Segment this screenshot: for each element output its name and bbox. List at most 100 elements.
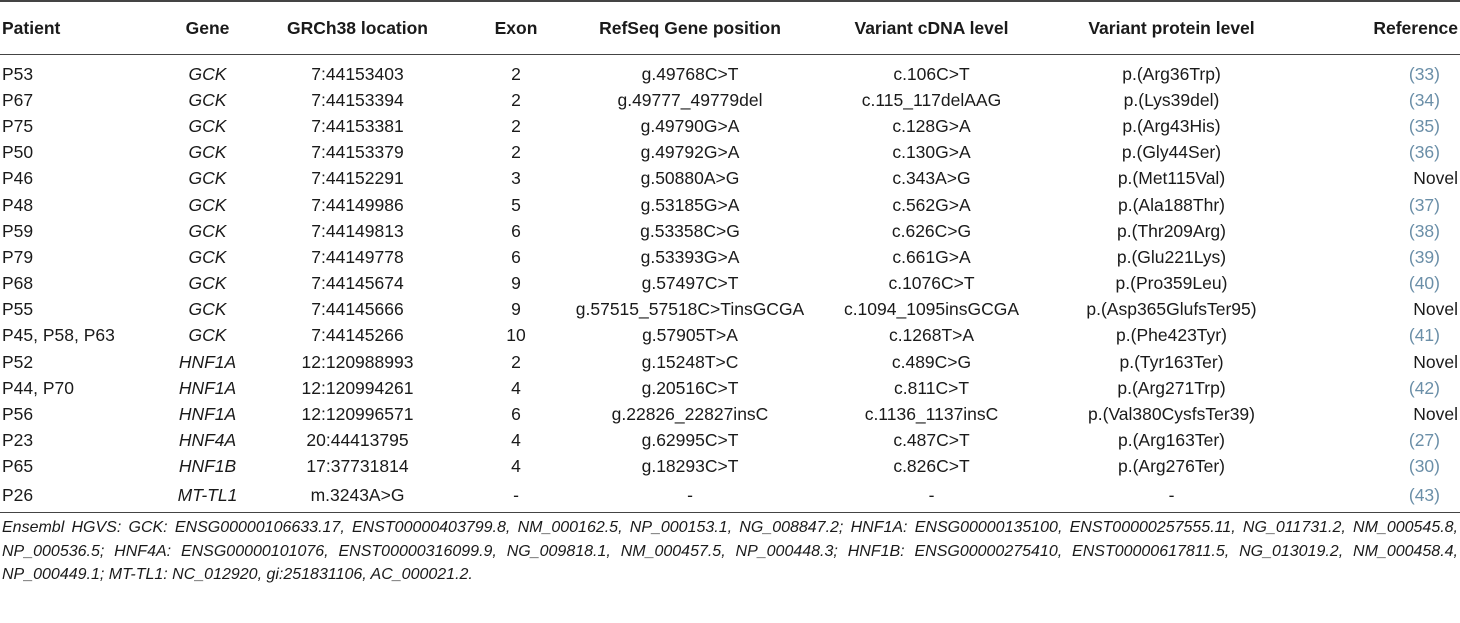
- cell-variant-protein-level: p.(Gly44Ser): [1121, 142, 1222, 163]
- table-body: P53 GCK 7:44153403 2 g.49768C>T c.106C>T p.(Ar…: [0, 55, 1460, 513]
- cell-refseq-gene-position: g.18293C>T: [641, 456, 739, 477]
- cell-variant-protein-level: p.(Thr209Arg): [1117, 220, 1226, 241]
- cell-refseq-gene-position: -: [572, 480, 808, 513]
- cell-patient: P68: [2, 273, 34, 294]
- reference-link[interactable]: (41): [1408, 325, 1440, 346]
- cell-exon: 6: [511, 404, 521, 425]
- cell-grch38-location: 7:44149778: [311, 246, 404, 267]
- cell-grch38-location: m.3243A>G: [255, 480, 460, 513]
- header-reference: Reference: [1288, 0, 1460, 55]
- cell-variant-cdna-level: c.1268T>A: [888, 325, 975, 346]
- reference-link[interactable]: (30): [1408, 456, 1440, 477]
- cell-variant-cdna-level: c.130G>A: [892, 142, 971, 163]
- table-row: P79 GCK 7:44149778 6 g.53393G>A c.661G>A p.(Gl…: [0, 244, 1460, 270]
- reference-link[interactable]: (27): [1408, 430, 1440, 451]
- cell-gene: HNF4A: [178, 430, 237, 451]
- cell-gene: GCK: [188, 299, 227, 320]
- cell-refseq-gene-position: g.20516C>T: [641, 377, 739, 398]
- cell-gene: GCK: [188, 246, 227, 267]
- reference-link[interactable]: (36): [1408, 142, 1440, 163]
- cell-patient: P59: [2, 220, 34, 241]
- cell-variant-protein-level: p.(Val380CysfsTer39): [1088, 404, 1255, 425]
- cell-variant-cdna-level: c.487C>T: [893, 430, 970, 451]
- cell-gene: HNF1B: [178, 456, 237, 477]
- table-row: P44, P70 HNF1A 12:120994261 4 g.20516C>T c.81…: [0, 375, 1460, 401]
- reference-link[interactable]: (43): [1288, 480, 1460, 513]
- cell-patient: P53: [2, 63, 34, 84]
- reference-link[interactable]: (39): [1408, 246, 1440, 267]
- cell-refseq-gene-position: g.57515_57518C>TinsGCGA: [575, 299, 805, 320]
- header-variant-protein-level: Variant protein level: [1055, 0, 1288, 55]
- table-row: P67 GCK 7:44153394 2 g.49777_49779del c.115_1…: [0, 87, 1460, 113]
- cell-exon: -: [460, 480, 572, 513]
- reference-link[interactable]: (37): [1408, 194, 1440, 215]
- cell-refseq-gene-position: g.50880A>G: [640, 168, 740, 189]
- cell-gene: GCK: [188, 220, 227, 241]
- cell-variant-protein-level: p.(Lys39del): [1123, 89, 1220, 110]
- cell-exon: 9: [511, 299, 521, 320]
- cell-grch38-location: 7:44145666: [311, 299, 404, 320]
- cell-grch38-location: 7:44149986: [311, 194, 404, 215]
- cell-patient: P75: [2, 115, 34, 136]
- cell-grch38-location: 7:44145266: [311, 325, 404, 346]
- reference-link[interactable]: (33): [1408, 63, 1440, 84]
- cell-gene: GCK: [188, 273, 227, 294]
- cell-variant-protein-level: p.(Phe423Tyr): [1116, 325, 1227, 346]
- reference-link[interactable]: (40): [1408, 273, 1440, 294]
- cell-exon: 2: [511, 89, 521, 110]
- cell-patient: P67: [2, 89, 34, 110]
- cell-patient: P26: [0, 480, 160, 513]
- table-row: P55 GCK 7:44145666 9 g.57515_57518C>TinsGCGA…: [0, 297, 1460, 323]
- cell-exon: 2: [511, 351, 521, 372]
- cell-variant-protein-level: p.(Arg163Ter): [1118, 430, 1225, 451]
- cell-variant-cdna-level: c.626C>G: [891, 220, 972, 241]
- cell-exon: 10: [506, 325, 526, 346]
- cell-variant-protein-level: p.(Pro359Leu): [1115, 273, 1228, 294]
- cell-variant-protein-level: p.(Tyr163Ter): [1119, 351, 1224, 372]
- cell-patient: P79: [2, 246, 34, 267]
- reference-link[interactable]: (42): [1408, 377, 1440, 398]
- variants-table: Patient Gene GRCh38 location Exon RefSeq…: [0, 0, 1460, 513]
- cell-patient: P65: [2, 456, 34, 477]
- cell-reference: Novel: [1413, 168, 1458, 189]
- cell-variant-cdna-level: c.661G>A: [892, 246, 971, 267]
- cell-gene: GCK: [188, 115, 227, 136]
- cell-exon: 6: [511, 220, 521, 241]
- header-patient: Patient: [0, 0, 160, 55]
- reference-link[interactable]: (34): [1408, 89, 1440, 110]
- cell-grch38-location: 20:44413795: [306, 430, 409, 451]
- cell-reference: Novel: [1413, 404, 1458, 425]
- cell-gene: GCK: [188, 142, 227, 163]
- cell-grch38-location: 12:120994261: [301, 377, 414, 398]
- cell-variant-cdna-level: c.106C>T: [893, 63, 970, 84]
- cell-grch38-location: 7:44153381: [311, 115, 404, 136]
- table-row: P56 HNF1A 12:120996571 6 g.22826_22827insC c.…: [0, 401, 1460, 427]
- cell-exon: 2: [511, 142, 521, 163]
- table-row: P53 GCK 7:44153403 2 g.49768C>T c.106C>T p.(Ar…: [0, 55, 1460, 88]
- cell-grch38-location: 7:44145674: [311, 273, 404, 294]
- cell-variant-cdna-level: c.826C>T: [893, 456, 970, 477]
- table-row: P59 GCK 7:44149813 6 g.53358C>G c.626C>G p.(Th…: [0, 218, 1460, 244]
- reference-link[interactable]: (35): [1408, 115, 1440, 136]
- cell-refseq-gene-position: g.53185G>A: [640, 194, 740, 215]
- cell-exon: 4: [511, 456, 521, 477]
- cell-exon: 2: [511, 115, 521, 136]
- cell-gene: GCK: [188, 89, 227, 110]
- table-row: P26 MT-TL1 m.3243A>G - - - - (43): [0, 480, 1460, 513]
- table-footnote: Ensembl HGVS: GCK: ENSG00000106633.17, E…: [2, 519, 1458, 583]
- cell-variant-cdna-level: c.1076C>T: [888, 273, 975, 294]
- cell-refseq-gene-position: g.49777_49779del: [617, 89, 763, 110]
- table-row: P46 GCK 7:44152291 3 g.50880A>G c.343A>G p.(Me…: [0, 166, 1460, 192]
- cell-variant-cdna-level: -: [808, 480, 1055, 513]
- cell-variant-protein-level: p.(Glu221Lys): [1116, 246, 1227, 267]
- cell-variant-cdna-level: c.562G>A: [892, 194, 971, 215]
- cell-exon: 2: [511, 63, 521, 84]
- reference-link[interactable]: (38): [1408, 220, 1440, 241]
- cell-grch38-location: 7:44149813: [311, 220, 404, 241]
- cell-variant-protein-level: -: [1055, 480, 1288, 513]
- table-row: P68 GCK 7:44145674 9 g.57497C>T c.1076C>T p.(P…: [0, 271, 1460, 297]
- cell-exon: 4: [511, 430, 521, 451]
- cell-patient: P48: [2, 194, 34, 215]
- cell-variant-protein-level: p.(Arg271Trp): [1117, 377, 1226, 398]
- cell-refseq-gene-position: g.53393G>A: [640, 246, 740, 267]
